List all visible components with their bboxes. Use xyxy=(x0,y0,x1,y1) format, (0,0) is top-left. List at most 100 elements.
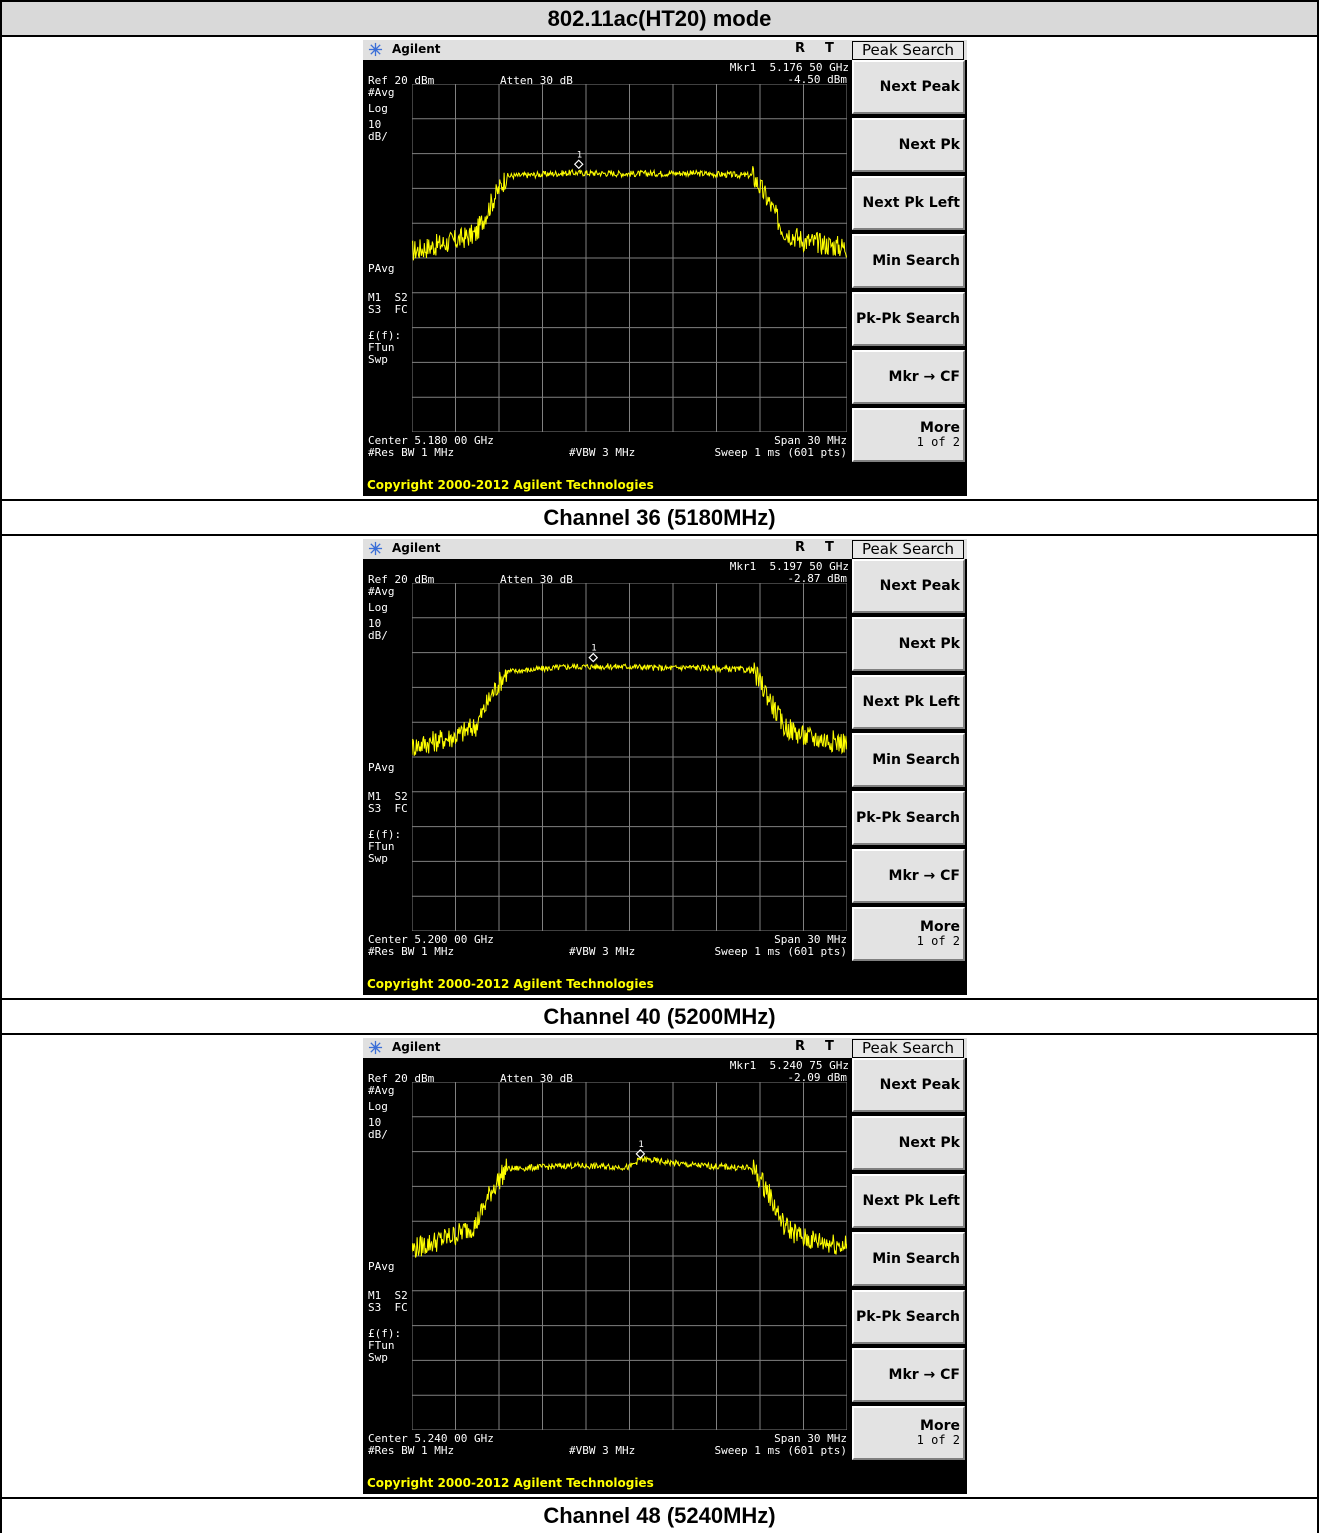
scale-unit: dB/ xyxy=(368,629,388,642)
softkey-more[interactable]: More 1 of 2 xyxy=(852,907,965,961)
m1s2-label: M1 S2 xyxy=(368,1289,408,1302)
softkey-pk-pk-search[interactable]: Pk-Pk Search xyxy=(852,1290,965,1344)
softkey-next-pk-left[interactable]: Next Pk Left xyxy=(852,176,965,230)
brand-label: Agilent xyxy=(392,541,441,555)
menu-title-peak-search: Peak Search xyxy=(852,540,964,559)
marker-level-readout: -4.50 dBm xyxy=(787,73,847,86)
spectrum-analyzer-screenshot: Agilent R T Peak Search Mkr1 5.197 50 GH… xyxy=(363,539,967,995)
softkey-next-pk-left[interactable]: Next Pk Left xyxy=(852,1174,965,1228)
status-t: T xyxy=(825,540,834,555)
softkey-next-peak[interactable]: Next Peak xyxy=(852,1058,965,1112)
spectrum-trace xyxy=(412,166,847,261)
sweep-label: Sweep 1 ms (601 pts) xyxy=(714,446,847,459)
reference-level: Ref 20 dBm xyxy=(368,74,435,87)
softkey-mkr-to-cf[interactable]: Mkr → CF xyxy=(852,1348,965,1402)
analyzer-title-bar: Agilent R T xyxy=(363,1038,967,1058)
marker-diamond xyxy=(573,159,584,170)
softkey-next-pk-right[interactable]: Next Pk Right xyxy=(852,1116,965,1201)
ftun-label: FTun xyxy=(368,341,395,354)
swp-label: Swp xyxy=(368,353,388,366)
more-page: 1 of 2 xyxy=(916,934,960,948)
pavg-label: PAvg xyxy=(368,761,395,774)
marker-diamond xyxy=(588,652,599,663)
span-label: Span 30 MHz xyxy=(774,933,847,946)
marker-frequency-readout: Mkr1 5.197 50 GHz xyxy=(729,560,849,573)
vbw-label: #VBW 3 MHz xyxy=(569,945,636,958)
figure-row: Agilent R T Peak Search Mkr1 5.197 50 GH… xyxy=(2,536,1317,1000)
softkey-next-peak[interactable]: Next Peak xyxy=(852,559,965,613)
res-bw-label: #Res BW 1 MHz xyxy=(368,446,455,459)
more-label: More xyxy=(920,919,960,935)
table-header: 802.11ac(HT20) mode xyxy=(2,2,1317,37)
copyright-bar: Copyright 2000-2012 Agilent Technologies xyxy=(364,976,966,994)
reference-level: Ref 20 dBm xyxy=(368,573,435,586)
status-r: R xyxy=(795,540,806,555)
softkey-pk-pk-search[interactable]: Pk-Pk Search xyxy=(852,791,965,845)
softkey-next-peak[interactable]: Next Peak xyxy=(852,60,965,114)
marker-number: 1 xyxy=(591,644,596,654)
scale-unit: dB/ xyxy=(368,1128,388,1141)
softkey-more[interactable]: More 1 of 2 xyxy=(852,1406,965,1460)
pavg-label: PAvg xyxy=(368,262,395,275)
spectrum-plot: 1 xyxy=(412,84,847,432)
figure-row: Agilent R T Peak Search Mkr1 5.240 75 GH… xyxy=(2,1035,1317,1499)
log-label: Log xyxy=(368,1100,388,1113)
figure-row: Agilent R T Peak Search Mkr1 5.176 50 GH… xyxy=(2,37,1317,501)
scale-value: 10 xyxy=(368,1116,382,1129)
menu-title-peak-search: Peak Search xyxy=(852,1039,964,1058)
marker-level-readout: -2.09 dBm xyxy=(787,1071,847,1084)
s3fc-label: S3 FC xyxy=(368,802,408,815)
vbw-label: #VBW 3 MHz xyxy=(569,1444,636,1457)
ftun-label: FTun xyxy=(368,840,395,853)
center-frequency: Center 5.180 00 GHz xyxy=(368,434,494,447)
agilent-logo-icon xyxy=(368,1040,383,1055)
marker-frequency-readout: Mkr1 5.240 75 GHz xyxy=(729,1059,849,1072)
marker-diamond xyxy=(635,1149,646,1159)
center-frequency: Center 5.200 00 GHz xyxy=(368,933,494,946)
marker-level-readout: -2.87 dBm xyxy=(787,572,847,585)
brand-label: Agilent xyxy=(392,1040,441,1054)
sweep-label: Sweep 1 ms (601 pts) xyxy=(714,945,847,958)
status-r: R xyxy=(795,1039,806,1054)
ef-label: £(f): xyxy=(368,329,402,342)
avg-label: #Avg xyxy=(368,585,395,598)
softkey-min-search[interactable]: Min Search xyxy=(852,733,965,787)
marker-number: 1 xyxy=(577,150,582,160)
swp-label: Swp xyxy=(368,852,388,865)
more-label: More xyxy=(920,420,960,436)
avg-label: #Avg xyxy=(368,1084,395,1097)
analyzer-title-bar: Agilent R T xyxy=(363,539,967,559)
more-label: More xyxy=(920,1418,960,1434)
spectrum-analyzer-screenshot: Agilent R T Peak Search Mkr1 5.176 50 GH… xyxy=(363,40,967,496)
softkey-min-search[interactable]: Min Search xyxy=(852,234,965,288)
copyright-bar: Copyright 2000-2012 Agilent Technologies xyxy=(364,477,966,495)
res-bw-label: #Res BW 1 MHz xyxy=(368,945,455,958)
channel-caption: Channel 48 (5240MHz) xyxy=(543,1503,776,1528)
softkey-min-search[interactable]: Min Search xyxy=(852,1232,965,1286)
softkey-mkr-to-cf[interactable]: Mkr → CF xyxy=(852,849,965,903)
ef-label: £(f): xyxy=(368,1327,402,1340)
center-frequency: Center 5.240 00 GHz xyxy=(368,1432,494,1445)
pavg-label: PAvg xyxy=(368,1260,395,1273)
attenuation: Atten 30 dB xyxy=(500,1072,573,1085)
softkey-mkr-to-cf[interactable]: Mkr → CF xyxy=(852,350,965,404)
scale-unit: dB/ xyxy=(368,130,388,143)
softkey-pk-pk-search[interactable]: Pk-Pk Search xyxy=(852,292,965,346)
spectrum-trace xyxy=(412,662,847,756)
softkey-next-pk-right[interactable]: Next Pk Right xyxy=(852,617,965,702)
res-bw-label: #Res BW 1 MHz xyxy=(368,1444,455,1457)
copyright-text: Copyright 2000-2012 Agilent Technologies xyxy=(367,1476,654,1490)
softkey-next-pk-left[interactable]: Next Pk Left xyxy=(852,675,965,729)
softkey-next-pk-right[interactable]: Next Pk Right xyxy=(852,118,965,203)
agilent-logo-icon xyxy=(368,541,383,556)
more-page: 1 of 2 xyxy=(916,435,960,449)
softkey-more[interactable]: More 1 of 2 xyxy=(852,408,965,462)
vbw-label: #VBW 3 MHz xyxy=(569,446,636,459)
attenuation: Atten 30 dB xyxy=(500,74,573,87)
m1s2-label: M1 S2 xyxy=(368,291,408,304)
copyright-text: Copyright 2000-2012 Agilent Technologies xyxy=(367,478,654,492)
status-r: R xyxy=(795,41,806,56)
channel-caption: Channel 40 (5200MHz) xyxy=(2,1000,1317,1035)
status-t: T xyxy=(825,1039,834,1054)
